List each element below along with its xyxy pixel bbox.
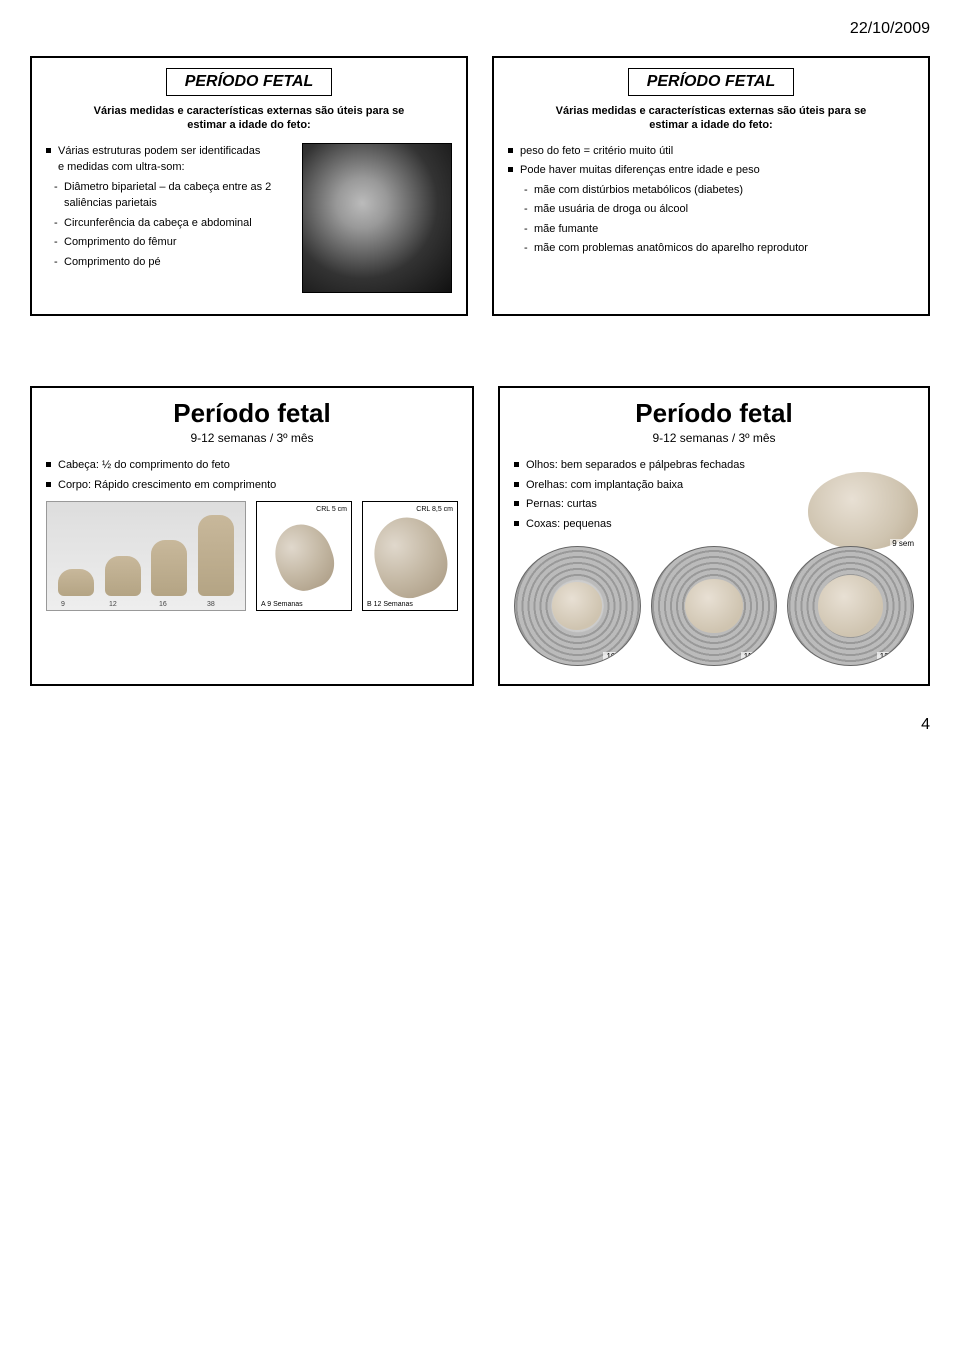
fetus-a-weeks: A 9 Semanas bbox=[261, 601, 303, 608]
slide-4-b2: Orelhas: com implantação baixa bbox=[514, 477, 784, 494]
slide-4-inner: Período fetal 9-12 semanas / 3º mês Olho… bbox=[500, 388, 928, 676]
growth-lbl-0: 9 bbox=[61, 601, 65, 608]
growth-chart: 9 12 16 38 bbox=[46, 501, 246, 611]
uterus-11sem: 11 sem bbox=[651, 546, 778, 666]
slide-3-bullets: Cabeça: ½ do comprimento do feto Corpo: … bbox=[46, 457, 458, 493]
slide-3: Período fetal 9-12 semanas / 3º mês Cabe… bbox=[30, 386, 474, 686]
slide-1-d1-c: saliências parietais bbox=[64, 197, 157, 209]
slide-4-subtitle: 9-12 semanas / 3º mês bbox=[514, 431, 914, 445]
slide-1-b1: Várias estruturas podem ser identificada… bbox=[46, 143, 292, 176]
slide-3-subtitle: 9-12 semanas / 3º mês bbox=[46, 431, 458, 445]
uterus-11-label: 11 sem bbox=[741, 652, 773, 661]
fetus-a-crl: CRL 5 cm bbox=[316, 506, 347, 513]
silhouette-9 bbox=[58, 569, 94, 596]
row-2: Período fetal 9-12 semanas / 3º mês Cabe… bbox=[30, 386, 930, 686]
slide-3-inner: Período fetal 9-12 semanas / 3º mês Cabe… bbox=[32, 388, 472, 621]
page-date: 22/10/2009 bbox=[30, 20, 930, 38]
slide-3-title: Período fetal bbox=[46, 398, 458, 429]
uterus-10sem: 10 sem bbox=[514, 546, 641, 666]
uterus-12-inner bbox=[818, 575, 883, 636]
uterus-10-inner bbox=[552, 582, 602, 629]
slide-2-d2: mãe usuária de droga ou álcool bbox=[508, 201, 914, 218]
slide-1-title-wrap: PERÍODO FETAL bbox=[46, 68, 452, 96]
slide-2-b1: peso do feto = critério muito útil bbox=[508, 143, 914, 160]
slide-2-d3: mãe fumante bbox=[508, 221, 914, 238]
fetus-b-crl: CRL 8,5 cm bbox=[416, 506, 453, 513]
slide-2-sub-l2: estimar a idade do feto: bbox=[649, 119, 772, 131]
growth-lbl-2: 16 bbox=[159, 601, 167, 608]
uterus-12sem: 12 sem bbox=[787, 546, 914, 666]
slide-2: PERÍODO FETAL Várias medidas e caracterí… bbox=[492, 56, 930, 316]
slide-2-title-wrap: PERÍODO FETAL bbox=[508, 68, 914, 96]
slide-1-bullets: Várias estruturas podem ser identificada… bbox=[46, 143, 292, 274]
page-number: 4 bbox=[30, 716, 930, 734]
slide-4-b3: Pernas: curtas bbox=[514, 496, 784, 513]
slide-1-d2: Circunferência da cabeça e abdominal bbox=[46, 215, 292, 232]
slide-4-b1: Olhos: bem separados e pálpebras fechada… bbox=[514, 457, 784, 474]
slide-1-content: Várias estruturas podem ser identificada… bbox=[46, 143, 452, 293]
uterus-12-label: 12 sem bbox=[877, 652, 909, 661]
fetus-b-shape bbox=[363, 507, 456, 606]
fetus-box-a: CRL 5 cm A 9 Semanas bbox=[256, 501, 352, 611]
slide-4-bullets: Olhos: bem separados e pálpebras fechada… bbox=[514, 457, 784, 532]
slide-2-d1: mãe com distúrbios metabólicos (diabetes… bbox=[508, 182, 914, 199]
slide-1-inner: PERÍODO FETAL Várias medidas e caracterí… bbox=[32, 58, 466, 303]
slide-1-d3: Comprimento do fêmur bbox=[46, 234, 292, 251]
fetus-9sem-label: 9 sem bbox=[890, 539, 916, 548]
uterus-11-inner bbox=[685, 579, 742, 633]
slide-4: Período fetal 9-12 semanas / 3º mês Olho… bbox=[498, 386, 930, 686]
silhouette-16 bbox=[151, 540, 187, 596]
slide-1-b1-t: Várias estruturas podem ser identificada… bbox=[58, 145, 260, 157]
slide-4-b4: Coxas: pequenas bbox=[514, 516, 784, 533]
slide-1-d4: Comprimento do pé bbox=[46, 254, 292, 271]
ultrasound-image bbox=[302, 143, 452, 293]
uterus-row: 10 sem 11 sem 12 sem bbox=[514, 546, 914, 666]
growth-lbl-3: 38 bbox=[207, 601, 215, 608]
slide-1-subtitle: Várias medidas e características externa… bbox=[46, 104, 452, 133]
slide-3-b1: Cabeça: ½ do comprimento do feto bbox=[46, 457, 458, 474]
fetus-9sem-image: 9 sem bbox=[808, 472, 918, 550]
slide-2-title: PERÍODO FETAL bbox=[628, 68, 795, 96]
fetus-a-shape bbox=[266, 516, 341, 597]
silhouette-12 bbox=[105, 556, 141, 597]
slide-2-subtitle: Várias medidas e características externa… bbox=[508, 104, 914, 133]
slide-1-sub-l1: Várias medidas e características externa… bbox=[94, 105, 405, 117]
slide-2-d4: mãe com problemas anatômicos do aparelho… bbox=[508, 240, 914, 257]
slide-1-d1-t: Diâmetro biparietal – da cabeça entre as… bbox=[64, 181, 271, 193]
fetus-b-weeks: B 12 Semanas bbox=[367, 601, 413, 608]
slide-2-bullets: peso do feto = critério muito útil Pode … bbox=[508, 143, 914, 257]
growth-lbl-1: 12 bbox=[109, 601, 117, 608]
fetus-box-b: CRL 8,5 cm B 12 Semanas bbox=[362, 501, 458, 611]
slide-4-title: Período fetal bbox=[514, 398, 914, 429]
slide-2-b2: Pode haver muitas diferenças entre idade… bbox=[508, 162, 914, 179]
slide-1: PERÍODO FETAL Várias medidas e caracterí… bbox=[30, 56, 468, 316]
row-1: PERÍODO FETAL Várias medidas e caracterí… bbox=[30, 56, 930, 316]
slide-3-b2: Corpo: Rápido crescimento em comprimento bbox=[46, 477, 458, 494]
slide-2-sub-l1: Várias medidas e características externa… bbox=[556, 105, 867, 117]
silhouette-38 bbox=[198, 515, 234, 596]
slide-3-figures: 9 12 16 38 CRL 5 cm A 9 Semanas CRL 8,5 … bbox=[46, 501, 458, 611]
slide-1-b1-c: e medidas com ultra-som: bbox=[58, 161, 185, 173]
slide-2-inner: PERÍODO FETAL Várias medidas e caracterí… bbox=[494, 58, 928, 270]
slide-1-d1: Diâmetro biparietal – da cabeça entre as… bbox=[46, 179, 292, 212]
slide-1-title: PERÍODO FETAL bbox=[166, 68, 333, 96]
slide-1-sub-l2: estimar a idade do feto: bbox=[187, 119, 310, 131]
uterus-10-label: 10 sem bbox=[603, 652, 635, 661]
